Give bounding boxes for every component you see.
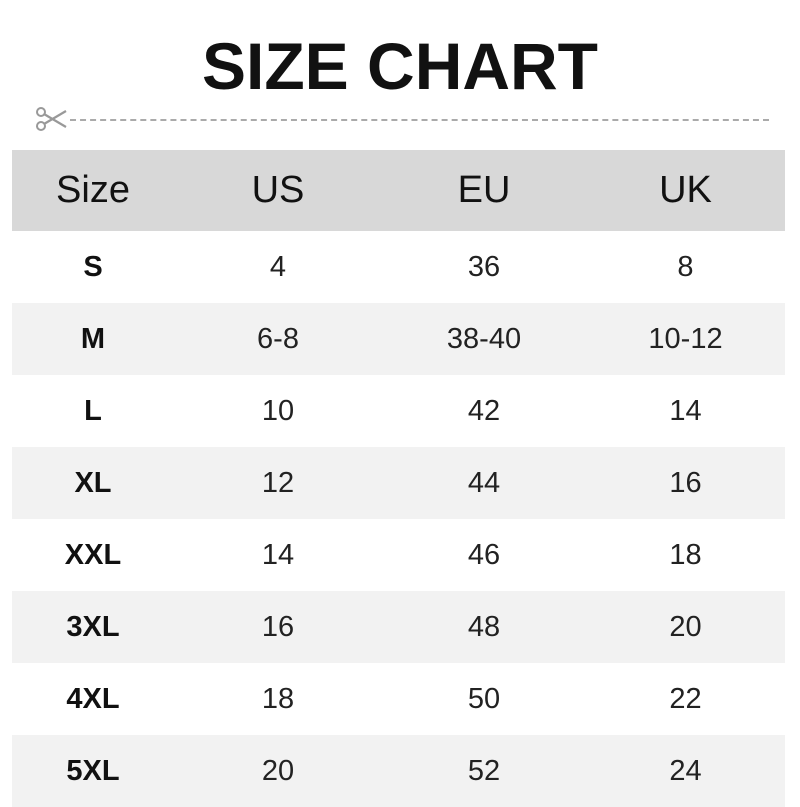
- size-value: 10-12: [586, 303, 785, 375]
- size-value: 52: [382, 735, 586, 807]
- size-value: 50: [467, 682, 501, 715]
- table-row: 4XL 18 50 22: [12, 663, 785, 735]
- size-value: 8: [677, 250, 694, 283]
- size-table: Size US EU UK S 4 36 8 M 6-8 38-40 10-12 L 10 42 14 XL 1…: [12, 150, 785, 807]
- table-row: XL 12 44 16: [12, 447, 785, 519]
- table-row: S 4 36 8: [12, 231, 785, 303]
- size-label: 5XL: [12, 735, 174, 807]
- size-value: 18: [261, 682, 295, 715]
- size-value: 36: [467, 250, 501, 283]
- size-value: 20: [586, 591, 785, 663]
- cut-line: [34, 104, 769, 134]
- size-value: 46: [467, 538, 501, 571]
- table-row: 5XL 20 52 24: [12, 735, 785, 807]
- size-value: 24: [586, 735, 785, 807]
- size-value: 6-8: [174, 303, 382, 375]
- dashed-divider: [70, 119, 769, 121]
- size-value: 12: [174, 447, 382, 519]
- size-value: 14: [669, 394, 702, 427]
- table-header-row: Size US EU UK: [12, 150, 785, 231]
- size-value: 44: [382, 447, 586, 519]
- size-label: 3XL: [12, 591, 174, 663]
- column-header: UK: [586, 150, 785, 231]
- size-value: 10: [261, 394, 295, 427]
- size-value: 14: [261, 538, 295, 571]
- page-title: SIZE CHART: [202, 29, 598, 103]
- table-row: XXL 14 46 18: [12, 519, 785, 591]
- size-label: XXL: [64, 538, 122, 571]
- size-value: 4: [269, 250, 287, 283]
- size-value: 22: [669, 682, 702, 715]
- table-row: L 10 42 14: [12, 375, 785, 447]
- size-label: M: [12, 303, 174, 375]
- size-label: XL: [12, 447, 174, 519]
- column-header: US: [174, 150, 382, 231]
- column-header: EU: [382, 150, 586, 231]
- size-value: 16: [174, 591, 382, 663]
- size-label: S: [83, 250, 103, 283]
- size-label: 4XL: [66, 682, 120, 715]
- size-value: 20: [174, 735, 382, 807]
- table-row: M 6-8 38-40 10-12: [12, 303, 785, 375]
- column-header: Size: [12, 150, 174, 231]
- size-value: 18: [669, 538, 702, 571]
- size-value: 16: [586, 447, 785, 519]
- scissors-icon: [36, 107, 67, 131]
- table-row: 3XL 16 48 20: [12, 591, 785, 663]
- size-value: 48: [382, 591, 586, 663]
- size-value: 42: [467, 394, 501, 427]
- size-label: L: [84, 394, 102, 427]
- size-value: 38-40: [382, 303, 586, 375]
